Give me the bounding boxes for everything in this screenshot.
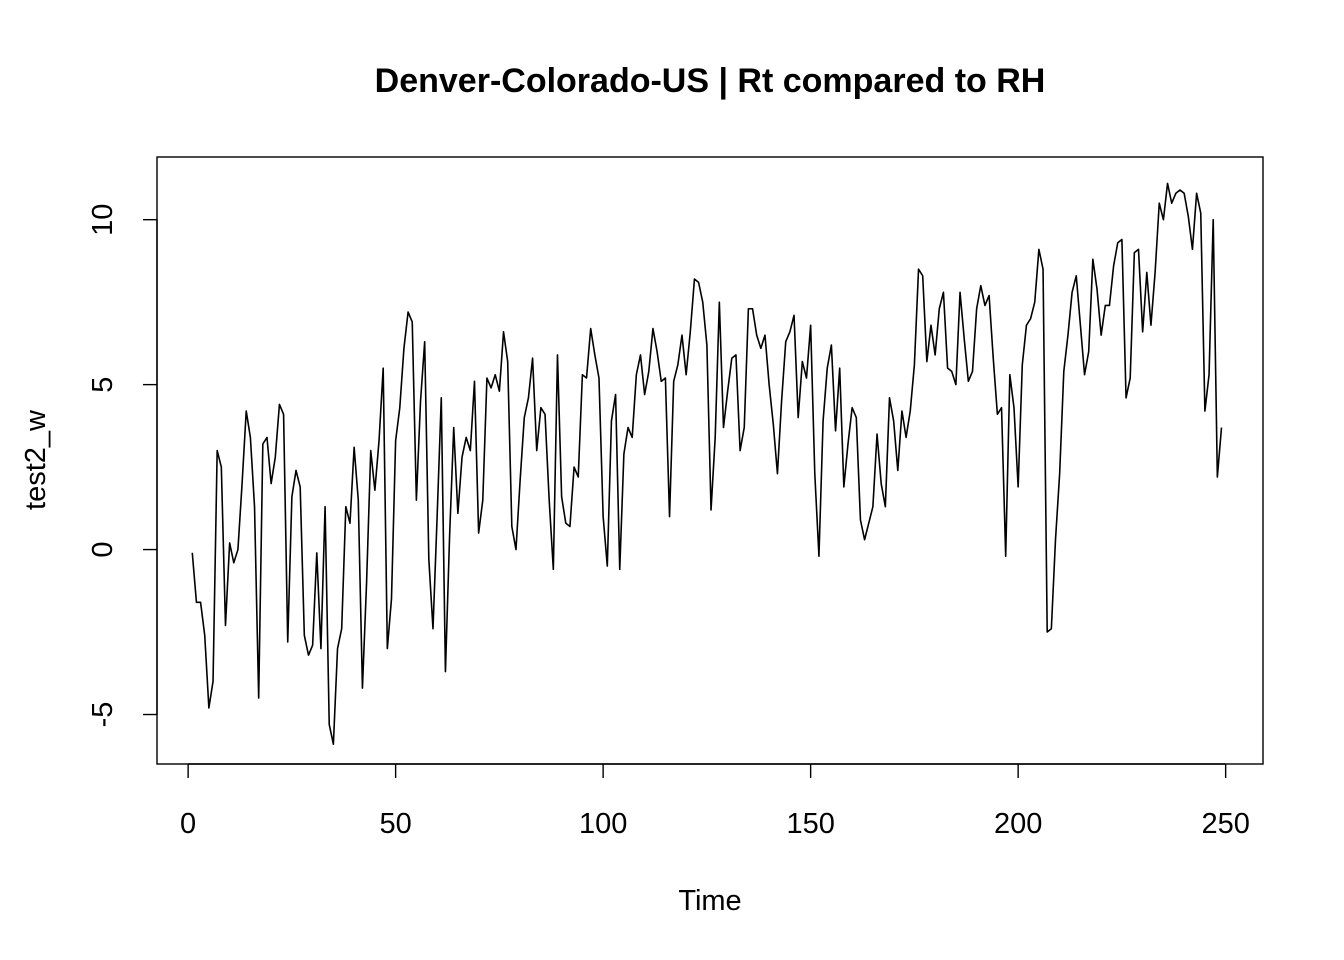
x-tick-label: 100 bbox=[579, 808, 627, 840]
y-tick-label: 5 bbox=[87, 377, 119, 393]
x-tick-label: 200 bbox=[994, 808, 1042, 840]
y-tick-label: 0 bbox=[87, 542, 119, 558]
x-tick-label: 50 bbox=[379, 808, 411, 840]
y-axis: -5 0 5 10 bbox=[87, 204, 158, 728]
x-tick-label: 250 bbox=[1201, 808, 1249, 840]
y-tick-label: 10 bbox=[87, 204, 119, 236]
x-tick-label: 0 bbox=[180, 808, 196, 840]
y-tick-label: -5 bbox=[87, 702, 119, 728]
chart-title: Denver-Colorado-US | Rt compared to RH bbox=[375, 62, 1046, 100]
x-axis-label: Time bbox=[678, 885, 741, 917]
x-axis: 0 50 100 150 200 250 bbox=[180, 763, 1250, 840]
series-line bbox=[191, 182, 1223, 746]
x-tick-label: 150 bbox=[786, 808, 834, 840]
y-axis-label: test2_w bbox=[20, 409, 52, 510]
